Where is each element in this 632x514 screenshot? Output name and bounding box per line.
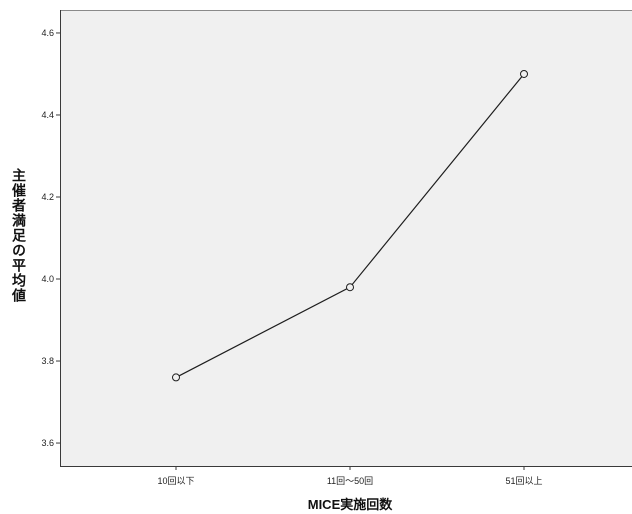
y-axis-ticks: 3.6 3.8 4.0 4.2 4.4 4.6 bbox=[41, 28, 60, 448]
plot-area bbox=[60, 10, 632, 466]
data-point bbox=[520, 69, 528, 78]
y-tick-label: 4.0 bbox=[41, 274, 54, 284]
x-tick-label: 51回以上 bbox=[505, 476, 542, 486]
x-axis-ticks: 10回以下 11回～50回 51回以上 bbox=[157, 466, 543, 486]
x-tick-label: 10回以下 bbox=[157, 476, 194, 486]
y-tick-label: 3.6 bbox=[41, 438, 54, 448]
x-axis-label: MICE実施回数 bbox=[308, 497, 394, 512]
y-tick-label: 4.4 bbox=[41, 110, 54, 120]
x-tick-label: 11回～50回 bbox=[327, 476, 373, 486]
y-tick-label: 4.6 bbox=[41, 28, 54, 38]
y-tick-label: 3.8 bbox=[41, 356, 54, 366]
data-point bbox=[346, 283, 354, 292]
y-tick-label: 4.2 bbox=[41, 192, 54, 202]
series bbox=[172, 69, 528, 382]
data-point bbox=[172, 373, 180, 382]
y-axis-label: 主催者満足の平均値 bbox=[10, 168, 26, 303]
